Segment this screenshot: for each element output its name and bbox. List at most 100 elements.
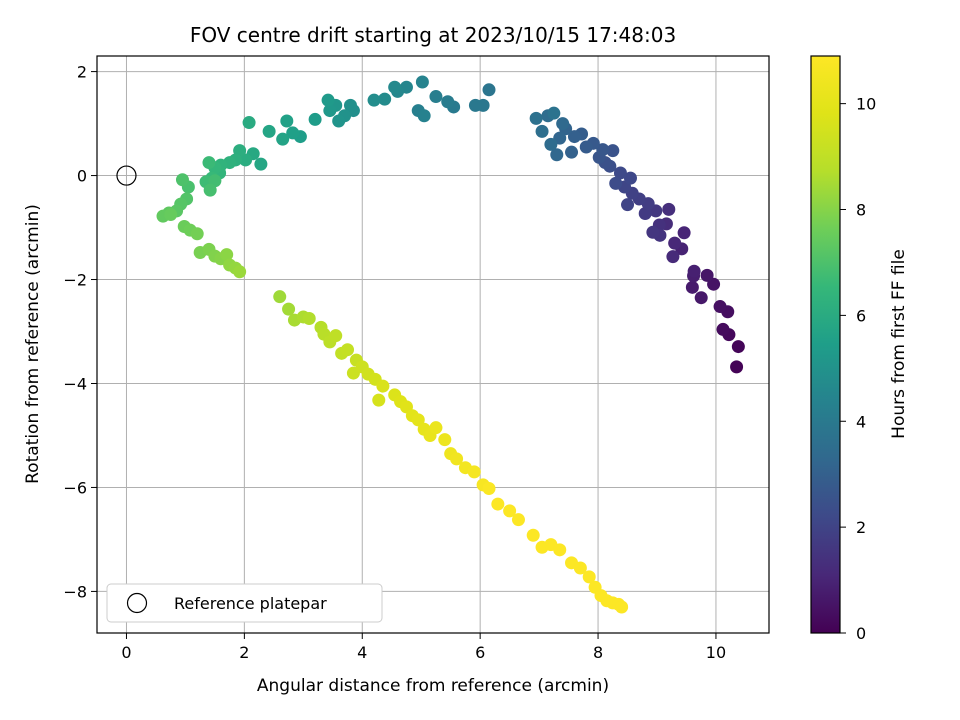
data-point — [276, 132, 290, 146]
data-point — [547, 106, 561, 120]
data-point — [417, 109, 431, 123]
data-point — [623, 171, 637, 185]
data-point — [321, 93, 335, 107]
data-point — [467, 465, 481, 479]
data-point — [376, 379, 390, 393]
data-point — [332, 114, 346, 128]
y-axis: −8 −6 −4 −2 0 2 — [63, 63, 97, 601]
data-point — [526, 528, 540, 542]
data-point — [535, 124, 549, 138]
y-tick-label: 2 — [77, 63, 87, 82]
data-point — [615, 600, 629, 614]
data-point — [388, 80, 402, 94]
data-point — [565, 145, 579, 159]
y-axis-label: Rotation from reference (arcmin) — [23, 204, 43, 484]
data-point — [662, 202, 676, 216]
colorbar-tick-label: 4 — [856, 412, 866, 431]
x-tick-label: 8 — [593, 643, 603, 662]
data-point — [343, 98, 357, 112]
data-point — [239, 153, 253, 167]
data-point — [731, 340, 745, 354]
data-point — [308, 112, 322, 126]
data-point — [450, 452, 464, 466]
data-point — [716, 322, 730, 336]
colorbar-tick-label: 10 — [856, 95, 876, 114]
x-tick-label: 10 — [706, 643, 726, 662]
data-point — [579, 140, 593, 154]
data-point — [609, 176, 623, 190]
data-point — [242, 116, 256, 130]
data-point — [544, 137, 558, 151]
data-points — [156, 75, 745, 614]
x-axis-label: Angular distance from reference (arcmin) — [257, 676, 609, 696]
data-point — [596, 143, 610, 157]
data-point — [202, 156, 216, 170]
data-point — [482, 83, 496, 97]
data-point — [372, 393, 386, 407]
y-tick-label: −6 — [63, 478, 87, 497]
data-point — [233, 265, 247, 279]
data-point — [503, 504, 517, 518]
data-point — [666, 250, 680, 264]
colorbar-tick-label: 2 — [856, 518, 866, 537]
data-point — [262, 124, 276, 138]
data-point — [582, 570, 596, 584]
data-point — [606, 144, 620, 158]
legend: Reference platepar — [106, 583, 383, 623]
data-point — [280, 114, 294, 128]
data-point — [302, 312, 316, 326]
data-point — [441, 95, 455, 109]
data-point — [190, 227, 204, 241]
colorbar-tick-label: 0 — [856, 624, 866, 643]
data-point — [613, 166, 627, 180]
data-point — [687, 264, 701, 278]
data-point — [341, 343, 355, 357]
y-tick-label: −4 — [63, 374, 87, 393]
data-point — [286, 126, 300, 140]
y-tick-label: 0 — [77, 167, 87, 186]
y-tick-label: −8 — [63, 582, 87, 601]
data-point — [273, 290, 287, 304]
data-point — [367, 93, 381, 107]
colorbar-label: Hours from first FF file — [889, 249, 909, 439]
colorbar-tick-label: 8 — [856, 201, 866, 220]
plot-frame — [96, 55, 770, 634]
data-point — [482, 481, 496, 495]
data-point — [282, 302, 296, 316]
legend-marker-reference — [126, 592, 148, 614]
data-point — [550, 148, 564, 162]
colorbar: 0 2 4 6 8 10 Hours from first FF file — [810, 55, 909, 643]
data-point — [254, 157, 268, 171]
legend-entry-reference: Reference platepar — [174, 594, 327, 613]
x-axis: 0 2 4 6 8 10 — [121, 633, 726, 662]
data-point — [553, 543, 567, 557]
data-point — [329, 329, 343, 343]
data-point — [730, 360, 744, 374]
grid-lines — [97, 56, 769, 633]
data-point — [164, 208, 178, 222]
reference-marker — [116, 165, 137, 186]
y-tick-label: −2 — [63, 271, 87, 290]
data-point — [411, 413, 425, 427]
data-point — [323, 104, 337, 118]
data-point — [491, 497, 505, 511]
data-point — [700, 268, 714, 282]
x-tick-label: 4 — [357, 643, 367, 662]
data-point — [429, 90, 443, 104]
data-point — [175, 173, 189, 187]
data-point — [203, 183, 217, 197]
data-point — [429, 421, 443, 435]
data-point — [415, 75, 429, 89]
reference-platepar-marker — [116, 165, 137, 186]
data-point — [378, 92, 392, 106]
colorbar-tick-label: 6 — [856, 306, 866, 325]
colorbar-gradient — [810, 55, 841, 634]
data-point — [529, 111, 543, 125]
data-point — [638, 207, 652, 221]
data-point — [438, 433, 452, 447]
legend-box — [106, 583, 383, 623]
data-point — [573, 561, 587, 575]
data-point — [468, 98, 482, 112]
data-point — [220, 248, 234, 262]
